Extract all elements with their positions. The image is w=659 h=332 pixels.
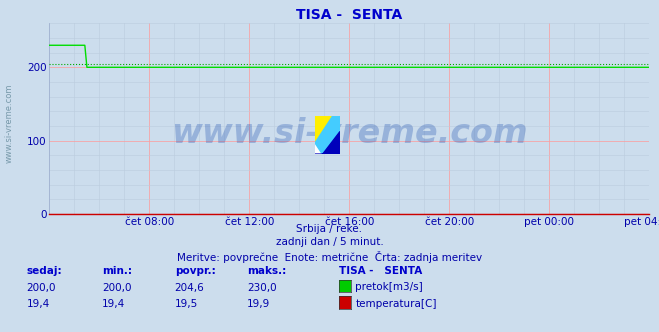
Polygon shape bbox=[315, 116, 340, 154]
Text: maks.:: maks.: bbox=[247, 266, 287, 276]
Text: sedaj:: sedaj: bbox=[26, 266, 62, 276]
Text: Srbija / reke.: Srbija / reke. bbox=[297, 224, 362, 234]
Text: www.si-vreme.com: www.si-vreme.com bbox=[5, 83, 14, 163]
Text: 200,0: 200,0 bbox=[102, 283, 132, 292]
Text: pretok[m3/s]: pretok[m3/s] bbox=[355, 283, 423, 292]
Text: povpr.:: povpr.: bbox=[175, 266, 215, 276]
Text: 200,0: 200,0 bbox=[26, 283, 56, 292]
Polygon shape bbox=[315, 131, 340, 154]
Text: 204,6: 204,6 bbox=[175, 283, 204, 292]
Text: 19,4: 19,4 bbox=[102, 299, 125, 309]
Text: Meritve: povprečne  Enote: metrične  Črta: zadnja meritev: Meritve: povprečne Enote: metrične Črta:… bbox=[177, 251, 482, 263]
Text: temperatura[C]: temperatura[C] bbox=[355, 299, 437, 309]
Text: www.si-vreme.com: www.si-vreme.com bbox=[171, 118, 528, 150]
Text: 19,4: 19,4 bbox=[26, 299, 49, 309]
Text: TISA -   SENTA: TISA - SENTA bbox=[339, 266, 422, 276]
Text: 19,5: 19,5 bbox=[175, 299, 198, 309]
Text: min.:: min.: bbox=[102, 266, 132, 276]
Text: 230,0: 230,0 bbox=[247, 283, 277, 292]
Title: TISA -  SENTA: TISA - SENTA bbox=[296, 8, 403, 22]
Text: 19,9: 19,9 bbox=[247, 299, 270, 309]
Polygon shape bbox=[315, 116, 333, 143]
Text: zadnji dan / 5 minut.: zadnji dan / 5 minut. bbox=[275, 237, 384, 247]
